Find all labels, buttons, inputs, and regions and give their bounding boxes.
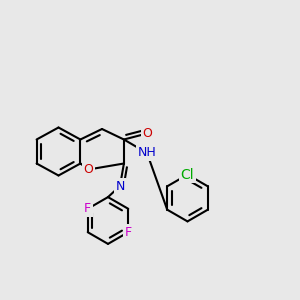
Text: O: O: [142, 127, 152, 140]
Text: F: F: [125, 226, 132, 239]
Text: NH: NH: [138, 146, 156, 160]
Text: N: N: [115, 179, 125, 193]
Text: F: F: [84, 202, 91, 215]
Text: O: O: [84, 163, 93, 176]
Text: Cl: Cl: [181, 168, 194, 182]
